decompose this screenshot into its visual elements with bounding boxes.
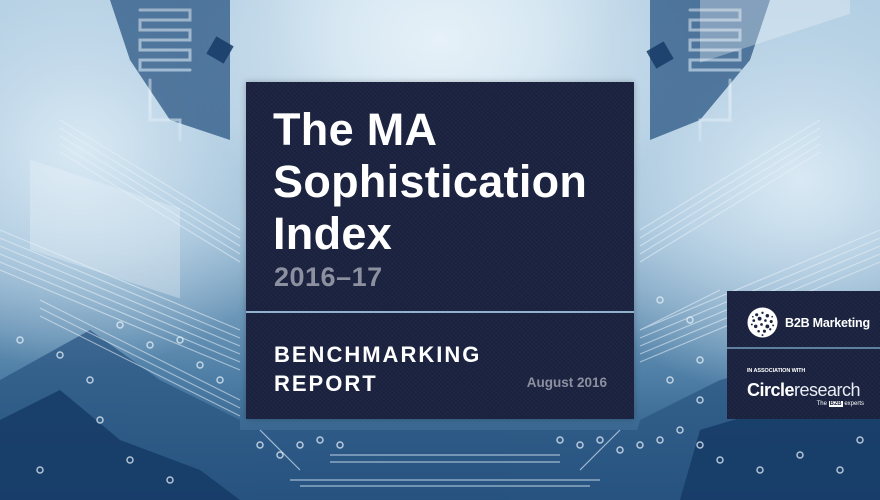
- tagline-highlight: B2B: [828, 401, 843, 407]
- report-type-line-2: REPORT: [274, 371, 378, 396]
- partner-logo-wordmark: Circleresearch: [747, 380, 861, 400]
- association-label: IN ASSOCIATION WITH: [747, 368, 806, 374]
- title-line-1: The MA: [273, 104, 438, 155]
- publisher-logo: B2B Marketing: [747, 307, 870, 338]
- publisher-name: B2B Marketing: [785, 315, 870, 330]
- globe-dots-logo-icon: [747, 307, 778, 338]
- partner-logos-panel: B2B Marketing IN ASSOCIATION WITH Circle…: [727, 291, 880, 419]
- partner-wordmark-light: research: [794, 380, 861, 400]
- report-title-card: The MA Sophistication Index 2016–17 BENC…: [246, 82, 634, 419]
- partner-wordmark-bold: Circle: [747, 380, 795, 400]
- panel-divider: [727, 347, 880, 349]
- title-line-3: Index: [273, 208, 393, 259]
- publication-date: August 2016: [526, 375, 607, 390]
- report-type-label: BENCHMARKING REPORT: [274, 340, 481, 398]
- report-type-line-1: BENCHMARKING: [274, 342, 482, 367]
- tagline-prefix: The: [816, 401, 827, 407]
- title-line-2: Sophistication: [273, 156, 588, 207]
- tagline-suffix: experts: [844, 401, 864, 407]
- edition-years: 2016–17: [274, 262, 383, 292]
- report-title: The MA Sophistication Index: [273, 104, 587, 260]
- card-divider: [246, 311, 634, 313]
- partner-tagline: The B2B experts: [817, 401, 864, 407]
